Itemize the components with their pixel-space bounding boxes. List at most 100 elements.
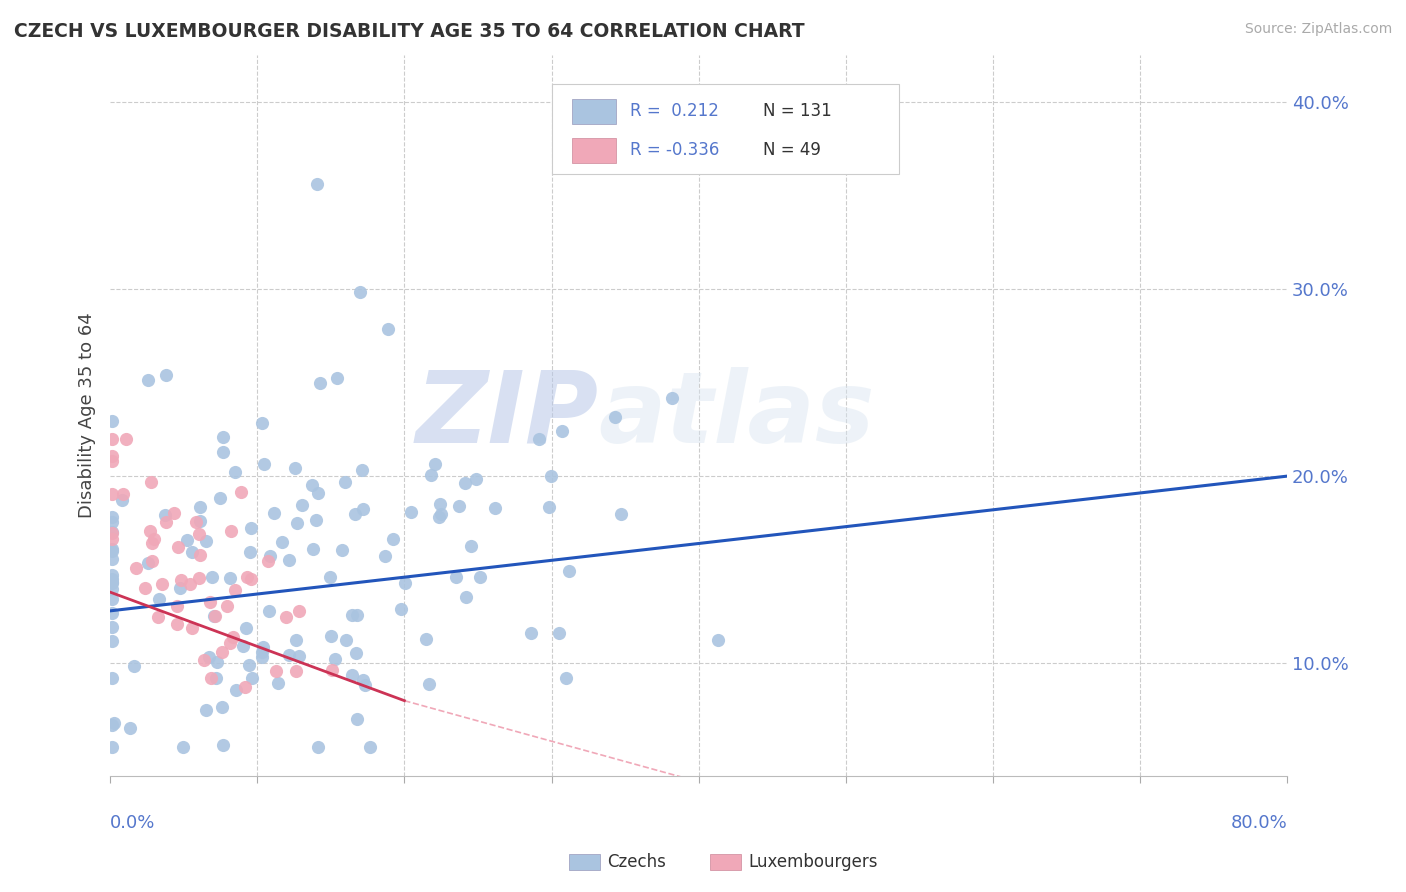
Point [484, 500, 506, 515]
Point [253, 457, 276, 471]
Point [112, 486, 135, 500]
Point [172, 740, 194, 755]
Point [277, 648, 299, 662]
Point [425, 457, 447, 471]
Point [263, 506, 285, 520]
Point [352, 673, 374, 688]
Point [193, 652, 215, 666]
Point [555, 671, 578, 685]
Point [100, 718, 122, 732]
Point [115, 432, 138, 446]
Point [330, 542, 353, 557]
Text: R =  0.212: R = 0.212 [630, 102, 720, 120]
Point [349, 285, 371, 300]
Point [100, 432, 122, 446]
Point [323, 651, 346, 665]
Point [217, 599, 239, 613]
Point [100, 552, 122, 566]
Point [205, 671, 228, 685]
Point [219, 636, 242, 650]
Point [100, 591, 122, 606]
Point [276, 609, 298, 624]
Point [343, 507, 366, 521]
Point [143, 533, 166, 547]
Point [188, 500, 211, 515]
Point [141, 536, 163, 550]
Text: Czechs: Czechs [607, 853, 666, 871]
Point [198, 650, 221, 665]
Point [346, 712, 368, 726]
Text: 80.0%: 80.0% [1230, 814, 1286, 832]
Point [201, 570, 224, 584]
Point [267, 676, 290, 690]
Y-axis label: Disability Age 35 to 64: Disability Age 35 to 64 [79, 312, 96, 518]
Point [342, 607, 364, 622]
Point [122, 659, 145, 673]
Point [153, 508, 176, 522]
Point [609, 507, 631, 521]
Point [163, 506, 186, 520]
Point [141, 553, 163, 567]
Point [420, 467, 443, 482]
Point [100, 568, 122, 582]
Point [100, 486, 122, 500]
Point [538, 500, 561, 514]
Point [540, 468, 562, 483]
Point [454, 476, 477, 491]
Point [429, 497, 451, 511]
Point [111, 492, 134, 507]
Point [184, 515, 207, 529]
Point [374, 549, 396, 563]
Point [229, 485, 252, 500]
Point [180, 622, 202, 636]
Point [335, 632, 357, 647]
Point [321, 663, 343, 677]
Point [264, 664, 287, 678]
Point [284, 632, 307, 647]
Point [326, 371, 349, 385]
Point [225, 682, 247, 697]
Point [194, 534, 217, 549]
Point [301, 478, 323, 492]
Point [354, 678, 377, 692]
Text: CZECH VS LUXEMBOURGER DISABILITY AGE 35 TO 64 CORRELATION CHART: CZECH VS LUXEMBOURGER DISABILITY AGE 35 … [14, 22, 804, 41]
Text: atlas: atlas [599, 367, 875, 464]
Point [219, 571, 242, 585]
Point [389, 602, 412, 616]
Point [148, 609, 170, 624]
Point [415, 632, 437, 647]
Point [136, 557, 159, 571]
Point [176, 533, 198, 547]
Point [250, 645, 273, 659]
Point [418, 677, 440, 691]
Point [209, 491, 232, 505]
Point [252, 640, 274, 654]
Point [352, 502, 374, 516]
Point [394, 575, 416, 590]
Point [100, 607, 122, 621]
Point [221, 524, 243, 538]
FancyBboxPatch shape [571, 99, 616, 124]
Point [377, 322, 399, 336]
Point [100, 575, 122, 590]
Text: N = 49: N = 49 [763, 141, 821, 159]
Point [429, 507, 451, 521]
Point [148, 592, 170, 607]
Point [166, 599, 188, 614]
Point [344, 646, 367, 660]
Point [195, 703, 218, 717]
Point [319, 570, 342, 584]
Point [240, 671, 263, 685]
Point [257, 604, 280, 618]
Point [346, 608, 368, 623]
Point [340, 668, 363, 682]
Point [100, 449, 122, 463]
Point [359, 740, 381, 755]
Point [307, 486, 329, 500]
Point [100, 510, 122, 524]
Point [100, 414, 122, 428]
Point [100, 454, 122, 468]
Point [250, 650, 273, 665]
Point [399, 505, 422, 519]
Point [188, 548, 211, 562]
